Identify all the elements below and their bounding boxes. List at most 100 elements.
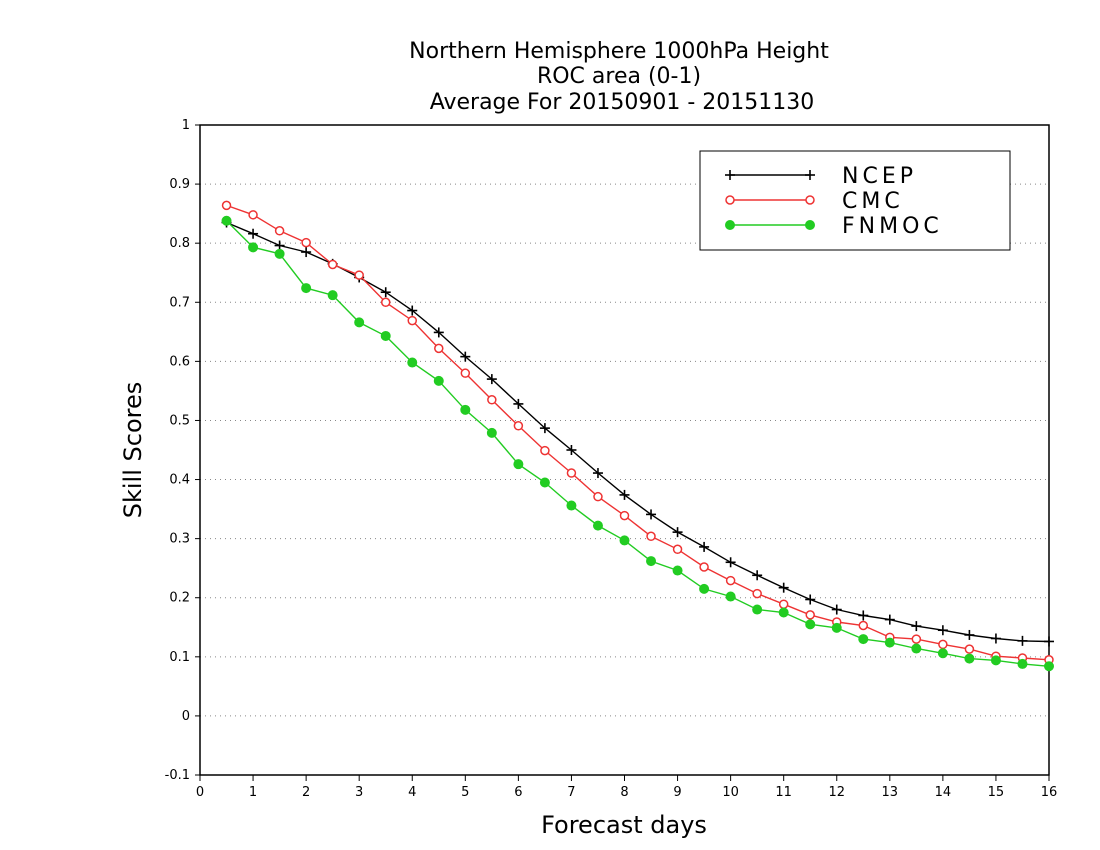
data-point-ncep [805,594,816,605]
chart-title-line-2: ROC area (0-1) [537,64,701,89]
data-point-fnmoc [699,583,710,594]
data-point-fnmoc [433,375,444,386]
y-tick-label: 0.1 [169,650,190,665]
data-point-cmc [407,315,417,326]
data-point-cmc [301,237,311,248]
series-cmc [221,200,1054,665]
data-point-fnmoc [937,648,948,659]
data-point-ncep [778,582,789,593]
data-point-fnmoc [566,500,577,511]
y-tick-label: 0 [182,709,190,724]
data-point-fnmoc [646,556,657,567]
data-point-cmc [513,421,524,431]
data-point-cmc [566,468,577,478]
series-fnmoc [221,215,1054,672]
data-point-cmc [938,639,948,650]
data-point-fnmoc [1044,661,1054,672]
data-point-ncep [566,445,577,455]
data-point-fnmoc [539,477,550,488]
data-point-ncep [725,557,736,568]
data-point-cmc [460,368,471,378]
data-point-ncep [964,629,975,640]
y-tick-label: 0.9 [169,177,190,192]
data-point-ncep [884,614,895,625]
x-tick-label: 15 [988,785,1005,800]
data-point-ncep [592,468,603,479]
series-line-ncep [226,221,1050,643]
data-point-cmc [380,297,391,308]
data-point-fnmoc [619,535,630,546]
legend-marker-ncep [805,170,815,180]
x-tick-label: 9 [673,785,681,800]
series-ncep [221,217,1054,647]
data-point-fnmoc [460,404,471,415]
y-tick-label: 1 [182,118,190,133]
x-tick-label: 3 [355,785,363,800]
data-point-ncep [1044,636,1054,647]
data-point-fnmoc [592,520,603,531]
data-point-fnmoc [248,242,259,253]
data-point-cmc [911,634,922,644]
data-point-fnmoc [221,215,232,226]
data-point-cmc [805,610,815,620]
axes: -0.100.10.20.30.40.50.60.70.80.910 1 2 3 4 5 6… [165,118,1058,800]
data-point-ncep [937,625,948,636]
data-point-ncep [407,305,418,316]
legend-label-fnmoc: FNMOC [842,214,943,239]
legend-label-cmc: CMC [842,189,904,214]
data-point-cmc [964,644,975,654]
legend-marker-cmc [725,195,735,205]
y-tick-label: 0.8 [169,236,190,251]
data-point-cmc [646,531,656,542]
y-tick-label: 0.6 [169,354,190,369]
data-point-ncep [990,633,1001,644]
data-point-fnmoc [407,357,418,368]
x-axis-label: Forecast days [541,811,707,839]
data-point-fnmoc [964,653,975,664]
data-point-fnmoc [327,290,338,301]
data-point-ncep [672,527,683,538]
data-point-fnmoc [858,634,869,645]
data-point-ncep [486,374,497,385]
data-point-ncep [699,541,710,552]
data-point-cmc [274,226,285,236]
data-point-ncep [513,398,524,409]
y-tick-label: 0.5 [169,413,190,428]
data-point-ncep [460,351,471,362]
data-point-fnmoc [805,619,816,630]
chart-title: Northern Hemisphere 1000hPa Height ROC a… [409,39,829,115]
data-point-cmc [725,575,736,586]
y-tick-label: 0.7 [169,295,190,310]
data-point-ncep [911,621,922,632]
series-layer [221,200,1054,672]
data-point-ncep [619,489,630,500]
x-tick-label: 6 [514,785,522,800]
data-point-fnmoc [884,637,895,648]
x-tick-label: 8 [620,785,628,800]
series-line-cmc [226,204,1050,661]
data-point-ncep [752,570,763,581]
data-point-cmc [354,270,364,280]
data-point-fnmoc [354,317,365,328]
x-tick-label: 1 [249,785,257,800]
data-point-cmc [619,510,630,521]
data-point-ncep [1017,635,1028,646]
x-tick-label: 5 [461,785,469,800]
plot-frame [199,124,1050,776]
legend-marker-cmc [805,195,815,205]
grid-lines [200,183,1049,717]
data-point-fnmoc [380,330,391,341]
data-point-fnmoc [486,427,497,438]
data-point-cmc [752,588,762,599]
data-point-cmc [699,562,709,572]
data-point-cmc [487,395,497,405]
x-tick-label: 2 [302,785,310,800]
data-point-fnmoc [301,283,312,294]
x-tick-label: 7 [567,785,575,800]
x-tick-label: 0 [196,785,204,800]
legend-marker-fnmoc [725,220,735,230]
data-point-cmc [672,544,683,555]
chart-title-line-1: Northern Hemisphere 1000hPa Height [409,39,829,64]
data-point-fnmoc [1017,658,1028,669]
